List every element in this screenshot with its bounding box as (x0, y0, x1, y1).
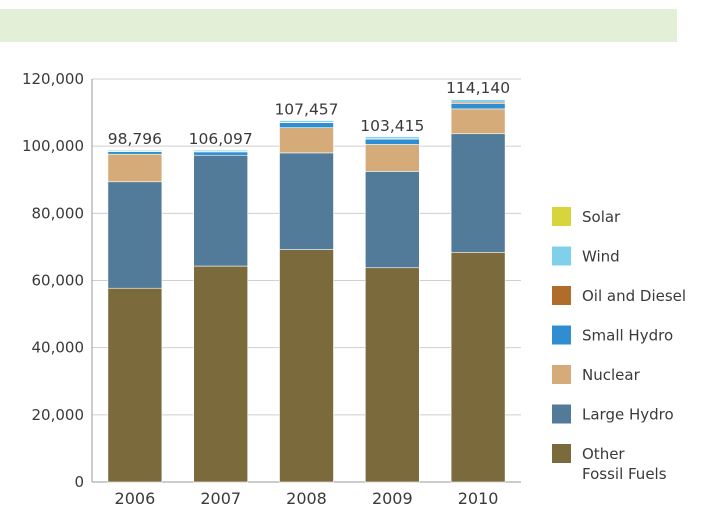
legend-item: Small Hydro (552, 325, 673, 345)
bar-segment (193, 149, 248, 152)
bar-segment (450, 99, 506, 103)
legend-swatch (552, 444, 571, 463)
legend-swatch (552, 404, 571, 424)
bar-segment (364, 267, 420, 483)
x-tick-label: 2009 (372, 489, 413, 508)
legend-swatch (552, 365, 571, 384)
y-tick-label: 0 (74, 473, 84, 491)
y-tick-label: 80,000 (32, 204, 85, 222)
x-tick-label: 2008 (286, 489, 327, 508)
legend: Solar Wind Oil and Diesel Small Hydro Nuclea… (552, 207, 686, 483)
y-axis-ticks: 0 20,000 40,000 60,000 80,000 100,000 120,000 (22, 70, 84, 491)
x-tick-label: 2010 (458, 489, 499, 508)
legend-item: Wind (552, 246, 620, 266)
bar-segment (107, 153, 163, 183)
legend-item: Solar (552, 207, 621, 226)
bar-segment (279, 152, 334, 250)
bar-segment (364, 144, 420, 172)
title-band (0, 9, 677, 42)
legend-label: Wind (582, 248, 620, 266)
bar-total-label: 106,097 (189, 130, 253, 148)
legend-item: Oil and Diesel (552, 286, 686, 305)
x-tick-label: 2006 (115, 489, 156, 508)
bar-segment (107, 181, 163, 289)
bar-total-label: 114,140 (446, 79, 510, 97)
legend-label: Large Hydro (582, 406, 674, 424)
legend-swatch (552, 325, 571, 345)
y-tick-label: 20,000 (32, 406, 85, 424)
bar-segment (193, 151, 248, 156)
bar-segment (279, 120, 334, 123)
legend-label: Oil and Diesel (582, 287, 686, 305)
bar-segment (107, 287, 163, 483)
bar-segment (450, 251, 506, 483)
bar-segment (107, 149, 163, 152)
legend-item: Other Fossil Fuels (552, 444, 667, 483)
legend-item: Large Hydro (552, 404, 674, 424)
bars (107, 98, 506, 483)
bar-segment (364, 138, 420, 145)
legend-label: Nuclear (582, 366, 641, 384)
bar-total-label: 107,457 (274, 101, 338, 119)
legend-label: Fossil Fuels (582, 465, 667, 483)
legend-swatch (552, 246, 571, 266)
y-tick-label: 120,000 (22, 70, 84, 88)
bar-segment (193, 265, 248, 483)
bar-segment (364, 171, 420, 269)
legend-swatch (552, 207, 571, 226)
bar-segment (279, 249, 334, 483)
legend-label: Other (582, 445, 625, 463)
bar-segment (279, 127, 334, 154)
bar-segment (193, 154, 248, 267)
bar-segment (107, 151, 163, 155)
bar-segment (450, 103, 506, 110)
bar-segment (450, 133, 506, 253)
legend-label: Solar (582, 208, 621, 226)
y-tick-label: 60,000 (32, 272, 85, 290)
bar-segment (279, 122, 334, 128)
legend-swatch (552, 286, 571, 305)
x-tick-label: 2007 (200, 489, 241, 508)
bar-segment (364, 136, 420, 140)
bar-total-label: 98,796 (108, 130, 162, 148)
y-tick-label: 40,000 (32, 339, 85, 357)
bar-segment (450, 108, 506, 135)
legend-label: Small Hydro (582, 327, 673, 345)
bar-total-label: 103,415 (360, 117, 424, 135)
y-tick-label: 100,000 (22, 137, 84, 155)
total-labels: 98,796 106,097 107,457 103,415 114,140 (108, 79, 510, 148)
legend-item: Nuclear (552, 365, 641, 384)
x-axis-ticks: 2006 2007 2008 2009 2010 (115, 489, 499, 508)
